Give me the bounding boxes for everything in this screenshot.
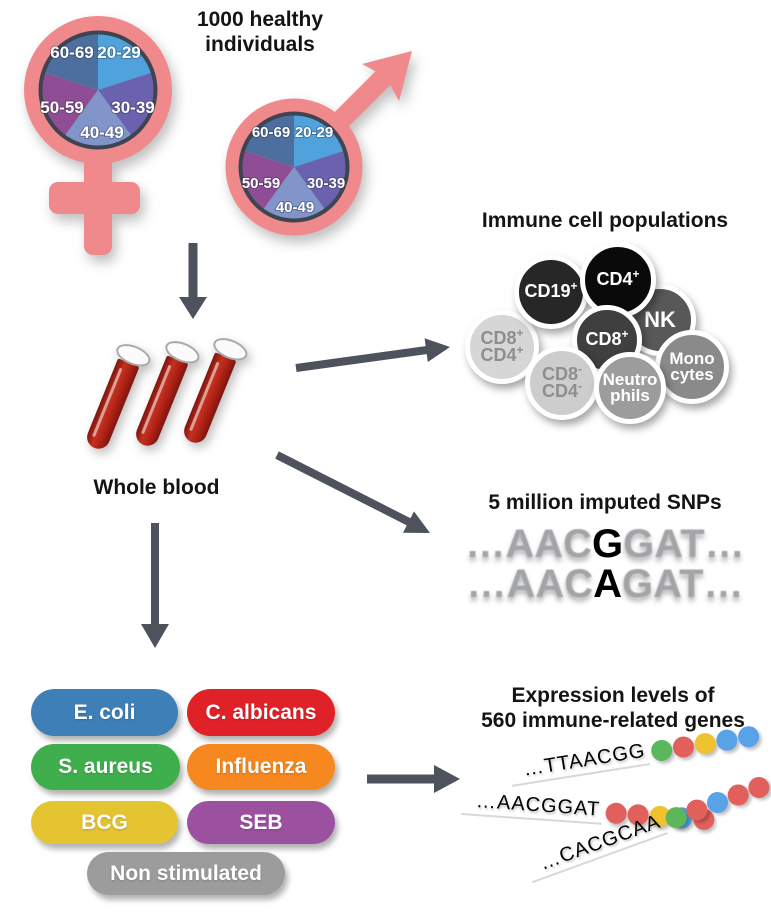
cell-label: cytes [670,365,714,384]
pie-wedge-40-49 [262,167,326,221]
pie-label-60-69: 60-69 [252,124,290,141]
pie-label-30-39: 30-39 [111,98,154,117]
red-expression-dot [605,801,628,825]
yellow-expression-dot [693,731,718,756]
pie-wedge-30-39 [98,72,155,137]
strand-sequence: …AACGGAT [461,789,604,825]
stimulus-saureus: S. aureus [31,744,180,790]
pie-wedge-50-59 [240,150,294,210]
arrow-blood-to-snps [275,451,430,533]
cell-cd4pos: CD4+ [580,242,656,318]
cell-cd8pos-cd4pos: CD8+ CD4+ [465,310,539,384]
expression-dots [662,773,771,831]
stimulus-non-stimulated: Non stimulated [87,852,285,895]
whole-blood-label: Whole blood [93,476,220,499]
cell-monocytes: Mono cytes [655,330,729,404]
strand-sequence: …TTAACGG [507,739,651,787]
blue-expression-dot [714,727,739,752]
blood-tubes [83,333,272,466]
expression-title: Expression levels of 560 immune-related … [455,684,771,734]
stimulus-calbicans: C. albicans [187,689,335,736]
cell-label: CD8+ [480,325,524,348]
cell-neutrophils: Neutro phils [594,352,666,424]
blue-expression-dot [736,724,761,749]
pie-rim [38,30,158,150]
male-arrow-shaft [328,63,398,133]
pie-rim [238,111,350,223]
pie-wedge-50-59 [41,72,98,137]
pie-wedge-20-29 [98,33,153,90]
expression-title-line1: Expression levels of [511,684,715,707]
immune-populations-title: Immune cell populations [481,209,729,232]
snp-sequence-reference: …AACGGAT… [440,524,770,564]
female-age-pie: 20-29 30-39 40-49 50-59 60-69 [38,30,158,150]
pie-wedge-40-49 [64,90,132,148]
stimulus-ecoli: E. coli [31,689,178,736]
cell-cd19pos: CD19+ [514,255,588,329]
arrow-stimuli-to-expression [367,765,460,793]
sequence-context: …AAC [465,522,593,566]
pie-wedge-60-69 [243,114,294,167]
stimulus-influenza: Influenza [187,744,335,790]
male-ring [225,98,363,236]
cell-label: CD4- [541,379,582,401]
arrow-blood-to-stimuli [141,523,169,648]
arrow-blood-to-cells [295,338,450,372]
male-age-pie: 20-29 30-39 40-49 50-59 60-69 [238,111,350,223]
pie-label-20-29: 20-29 [97,43,140,62]
snps-title: 5 million imputed SNPs [488,491,722,514]
cell-label: CD19+ [524,279,578,302]
pie-label-30-39: 30-39 [307,175,345,192]
pie-wedge-20-29 [294,114,345,167]
sequence-context: GAT… [622,562,744,606]
red-expression-dot [671,734,696,759]
pie-wedge-60-69 [43,33,98,90]
cell-label: CD4+ [480,343,524,365]
gene-strand-3: …CACGCAA [523,771,771,884]
pie-wedge-30-39 [294,150,348,210]
green-expression-dot [649,737,674,762]
female-symbol: 20-29 30-39 40-49 50-59 60-69 [24,16,172,255]
snp-allele: A [593,562,623,606]
snp-allele: G [592,522,624,566]
cell-label: CD8- [541,361,582,384]
cell-label: phils [610,386,650,405]
male-symbol: 20-29 30-39 40-49 50-59 60-69 [225,51,412,236]
stimulus-seb: SEB [187,801,335,844]
pie-label-60-69: 60-69 [50,43,93,62]
cell-label: NK [644,306,676,332]
sequence-context: …AAC [466,562,594,606]
expression-title-line2: 560 immune-related genes [481,708,745,732]
pie-label-40-49: 40-49 [276,199,314,216]
sequence-context: GAT… [623,522,745,566]
cell-label: CD4+ [596,267,640,290]
cell-label: Neutro [602,369,658,389]
cohort-title: 1000 healthy individuals [196,8,324,56]
stimulus-bcg: BCG [31,801,178,844]
pie-label-20-29: 20-29 [295,124,333,141]
male-arrow-head [362,51,412,101]
red-expression-dot [745,773,771,801]
cell-cd8neg-cd4neg: CD8- CD4- [525,346,599,420]
female-crossbar [49,182,140,214]
cell-label: CD8+ [585,327,629,350]
cell-label: Mono [669,348,715,368]
pie-label-50-59: 50-59 [40,98,83,117]
pie-label-50-59: 50-59 [242,175,280,192]
snp-sequence-variant: …AACAGAT… [440,564,770,604]
pie-label-40-49: 40-49 [80,123,123,142]
female-ring [24,16,172,164]
